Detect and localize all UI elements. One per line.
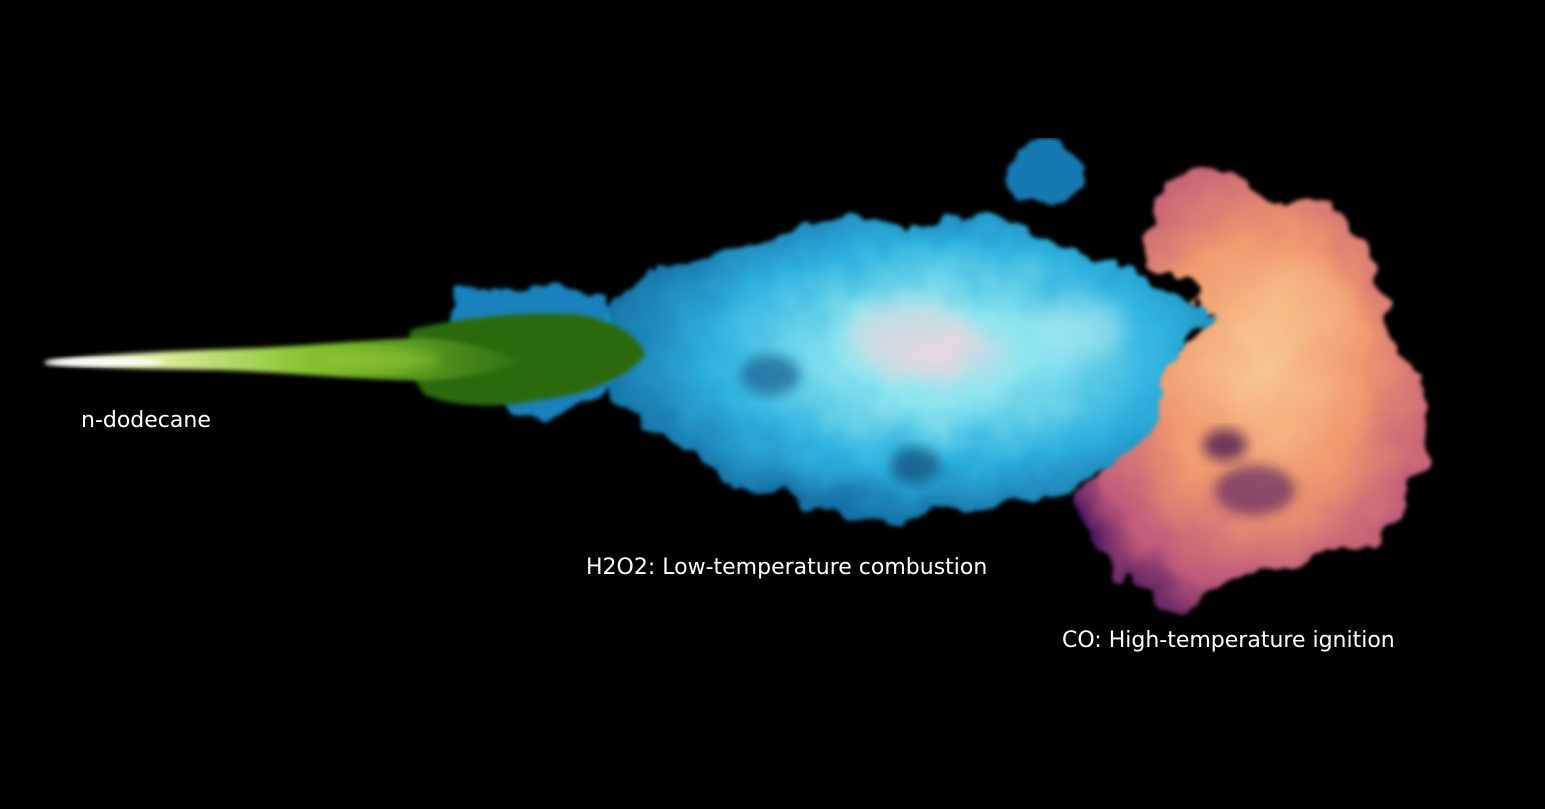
- n-dodecane-fuel-jet: [45, 313, 645, 406]
- n-dodecane-label: n-dodecane: [81, 408, 211, 433]
- co-label: CO: High-temperature ignition: [1062, 628, 1395, 653]
- h2o2-label: H2O2: Low-temperature combustion: [586, 555, 988, 580]
- co-ignition-region: [1069, 168, 1420, 606]
- h2o2-low-temperature-region: [459, 144, 1220, 520]
